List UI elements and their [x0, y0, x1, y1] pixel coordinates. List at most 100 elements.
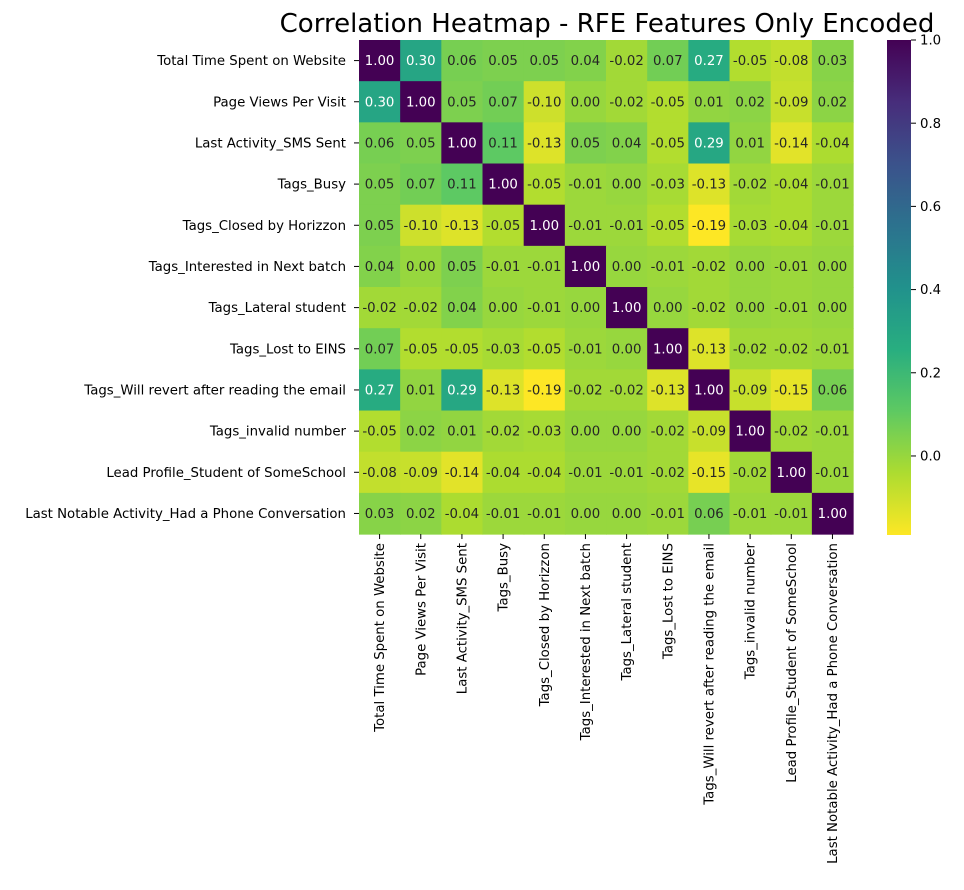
cell-value-label: 0.02: [406, 507, 436, 522]
heatmap-cell: [564, 204, 607, 247]
y-tick-labels: Total Time Spent on Website Page Views Pe…: [25, 54, 359, 522]
cell-value-label: -0.03: [486, 342, 520, 357]
cell-value-label: -0.09: [733, 384, 767, 399]
y-tick-label: Last Notable Activity_Had a Phone Conver…: [25, 507, 346, 522]
cell-value-label: 0.06: [694, 507, 724, 522]
heatmap-cell: [729, 451, 772, 494]
heatmap-cell: [729, 328, 772, 370]
cell-value-label: 0.05: [571, 137, 601, 152]
cell-value-label: 0.27: [365, 384, 395, 399]
heatmap-cell: [400, 369, 442, 412]
cell-value-label: 1.00: [612, 301, 642, 316]
heatmap-cell: [400, 410, 442, 453]
cell-value-label: 0.07: [406, 178, 436, 193]
heatmap-cell: [482, 410, 525, 453]
x-tick-label: Tags_Busy: [497, 543, 512, 613]
heatmap-cell: [359, 204, 401, 247]
heatmap-cell: [523, 410, 566, 453]
heatmap-cell: [647, 122, 689, 165]
heatmap-cell: [523, 492, 566, 535]
cell-value-label: -0.05: [527, 178, 561, 193]
x-tick-label: Lead Profile_Student of SomeSchool: [785, 543, 800, 783]
heatmap-cell: [647, 245, 689, 288]
cell-value-label: -0.13: [486, 384, 520, 399]
cell-value-label: 1.00: [694, 384, 724, 399]
x-tick-label: Tags_invalid number: [744, 543, 759, 681]
heatmap-cell: [523, 245, 566, 288]
heatmap-cell: [770, 410, 813, 453]
heatmap-cell: [606, 163, 648, 206]
cell-value-label: 1.00: [365, 54, 395, 69]
cell-value-label: 0.00: [818, 301, 848, 316]
cell-value-label: 0.07: [653, 54, 683, 69]
heatmap-cell: [359, 40, 401, 82]
x-tick-label: Total Time Spent on Website: [373, 543, 388, 733]
heatmap-cell: [606, 204, 648, 247]
y-tick-label: Total Time Spent on Website: [156, 54, 346, 69]
heatmap-cell: [523, 204, 566, 247]
cell-value-label: 0.29: [694, 137, 724, 152]
heatmap-cell: [441, 369, 484, 412]
cell-value-label: 0.01: [735, 137, 765, 152]
heatmap-cell: [441, 40, 484, 82]
heatmap-cell: [811, 410, 854, 453]
heatmap-cell: [523, 81, 566, 123]
x-tick-label: Tags_Will revert after reading the email: [703, 543, 718, 806]
heatmap-cell: [729, 410, 772, 453]
cell-value-label: 0.27: [694, 54, 724, 69]
y-tick-label: Lead Profile_Student of SomeSchool: [106, 466, 346, 481]
cell-value-label: -0.05: [651, 219, 685, 234]
heatmap-cell: [359, 451, 401, 494]
cell-value-label: -0.15: [692, 466, 726, 481]
cell-value-label: 0.04: [365, 260, 395, 275]
heatmap-cell: [564, 287, 607, 329]
y-tick-label: Tags_Busy: [277, 178, 347, 193]
heatmap-cell: [688, 369, 731, 412]
heatmap-cell: [647, 40, 689, 82]
cell-value-label: -0.02: [651, 425, 685, 440]
cell-value-label: 0.00: [488, 301, 518, 316]
heatmap-cell: [482, 81, 525, 123]
cell-value-label: 0.00: [612, 178, 642, 193]
cell-value-label: 0.05: [365, 178, 395, 193]
cell-value-label: 0.04: [612, 137, 642, 152]
heatmap-cell: [688, 328, 731, 370]
cell-value-label: -0.04: [486, 466, 520, 481]
heatmap-cell: [647, 410, 689, 453]
cell-value-label: -0.01: [774, 260, 808, 275]
heatmap-cell: [564, 163, 607, 206]
heatmap-cell: [688, 122, 731, 165]
heatmap-cell: [688, 410, 731, 453]
cell-value-label: 0.00: [612, 425, 642, 440]
cell-value-label: -0.05: [527, 342, 561, 357]
heatmap-cell: [770, 451, 813, 494]
heatmap-cell: [564, 328, 607, 370]
heatmap-cell: [441, 204, 484, 247]
cell-value-label: -0.15: [774, 384, 808, 399]
heatmap-cell: [606, 245, 648, 288]
cell-value-label: 0.01: [694, 95, 724, 110]
heatmap-cell: [441, 410, 484, 453]
cell-value-label: -0.13: [651, 384, 685, 399]
heatmap-cell: [359, 122, 401, 165]
cell-value-label: -0.01: [568, 219, 602, 234]
cell-value-label: 0.00: [818, 260, 848, 275]
heatmap-cell: [441, 492, 484, 535]
cell-value-label: 0.02: [818, 95, 848, 110]
heatmap-cell: [770, 328, 813, 370]
y-tick-label: Last Activity_SMS Sent: [195, 137, 346, 152]
cell-value-label: -0.02: [404, 301, 438, 316]
cell-value-label: 0.11: [447, 178, 477, 193]
cell-value-label: 0.00: [571, 95, 601, 110]
heatmap-cell: [770, 122, 813, 165]
cell-value-label: -0.05: [362, 425, 396, 440]
x-tick-label: Last Activity_SMS Sent: [456, 543, 471, 694]
cell-value-label: -0.02: [692, 260, 726, 275]
heatmap-cells: [359, 40, 854, 535]
cell-value-label: -0.09: [774, 95, 808, 110]
heatmap-cell: [564, 81, 607, 123]
cell-value-label: 0.00: [735, 260, 765, 275]
y-tick-label: Tags_Closed by Horizzon: [182, 219, 346, 234]
colorbar-tick-label: 0.2: [920, 366, 941, 381]
cell-value-label: -0.02: [362, 301, 396, 316]
